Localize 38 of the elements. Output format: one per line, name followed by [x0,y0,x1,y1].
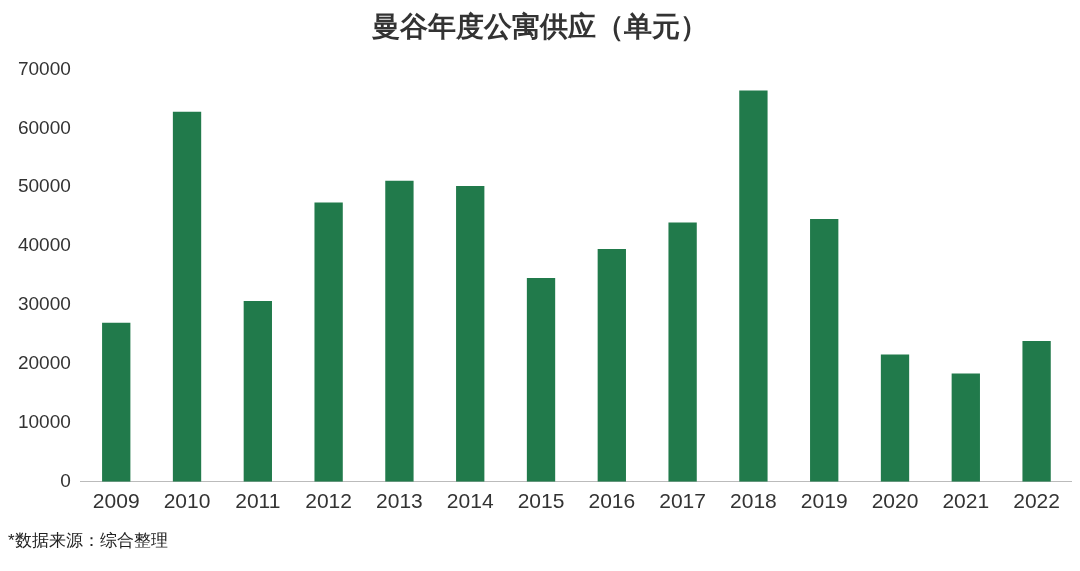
x-tick-label: 2022 [1013,489,1060,513]
y-tick-label: 20000 [17,352,71,374]
bar [597,249,626,482]
y-tick-label: 0 [60,470,71,492]
bar [385,180,414,482]
x-tick-label: 2020 [871,489,919,513]
x-tick-label: 2014 [446,489,494,513]
bar [668,222,697,482]
bar [314,202,343,482]
x-tick-label: 2012 [305,489,352,513]
y-tick-label: 70000 [17,57,71,79]
chart-title: 曼谷年度公寓供应（单元） [371,10,709,44]
x-tick-label: 2018 [730,489,777,513]
x-tick-label: 2013 [376,489,423,513]
x-tick-label: 2011 [235,489,281,513]
bar [810,219,839,482]
bar [526,277,556,482]
x-tick-label: 2016 [588,489,636,513]
y-tick-label: 60000 [17,116,71,138]
x-tick-label: 2017 [659,489,706,513]
y-tick-label: 40000 [17,234,71,256]
text: *数据来源：综合整理 [8,530,169,552]
y-tick-label: 50000 [17,175,71,197]
bar [880,354,910,482]
bar [951,373,980,482]
bar [739,90,768,482]
bar [1022,341,1051,482]
y-tick-label: 10000 [17,411,71,433]
bar [172,111,202,482]
y-tick-label: 30000 [17,293,71,315]
bar [243,300,272,482]
x-tick-label: 2010 [163,489,211,513]
x-tick-label: 2019 [800,489,848,513]
bar [102,322,131,482]
bar [456,186,485,482]
x-tick-label: 2009 [92,489,140,513]
x-tick-label: 2015 [517,489,565,513]
x-tick-label: 2021 [942,489,990,513]
